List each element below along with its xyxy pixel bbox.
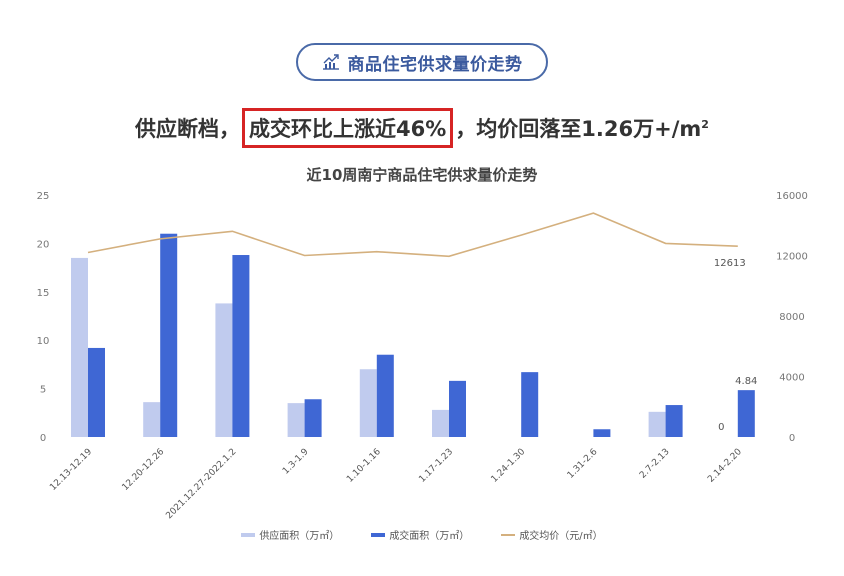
bar-deal [88, 347, 105, 437]
data-label-supply: 0 [718, 422, 724, 433]
data-label-deal: 4.84 [735, 376, 757, 387]
legend-label: 成交均价（元/㎡） [519, 531, 603, 542]
bar-deal [737, 390, 755, 437]
x-tick-label: 1.31-2.6 [566, 447, 600, 481]
bar-supply [143, 402, 161, 437]
bar-supply [359, 369, 377, 437]
headline-prefix: 供应断档， [135, 117, 241, 141]
legend-swatch-price [501, 533, 516, 536]
bar-supply [71, 257, 88, 437]
headline: 供应断档， 成交环比上涨近46% ，均价回落至1.26万+/m2 [0, 108, 844, 148]
x-tick-label: 12.20-12.26 [121, 447, 167, 493]
bar-deal [521, 372, 539, 437]
bar-supply [287, 403, 305, 437]
headline-suffix: ，均价回落至1.26万+/m [455, 117, 702, 141]
y-right-tick: 12000 [776, 252, 808, 263]
section-badge: 商品住宅供求量价走势 [296, 43, 548, 81]
y-left-tick: 0 [40, 433, 46, 444]
bar-deal [593, 429, 611, 437]
x-tick-label: 12.13-12.19 [48, 447, 94, 493]
legend-swatch-supply [241, 532, 256, 537]
y-left-tick: 25 [37, 191, 50, 202]
y-right-tick: 16000 [776, 191, 808, 202]
x-tick-label: 2.7-2.13 [638, 447, 672, 481]
bar-deal [232, 255, 250, 437]
x-tick-label: 2021.12.27-2022.1.2 [164, 447, 238, 521]
bar-deal [376, 354, 394, 437]
bar-deal [449, 380, 466, 437]
y-left-tick: 15 [37, 288, 50, 299]
y-right-tick: 0 [789, 433, 795, 444]
badge-label: 商品住宅供求量价走势 [347, 54, 523, 75]
y-right-tick: 4000 [779, 373, 804, 384]
data-label-price: 12613 [714, 258, 746, 269]
legend-item-supply: 供应面积（万㎡） [241, 527, 339, 542]
x-tick-label: 1.3-1.9 [281, 447, 311, 477]
legend-label: 成交面积（万㎡） [389, 531, 470, 542]
bar-supply [648, 411, 666, 437]
bar-deal [665, 405, 683, 437]
y-left-tick: 10 [37, 336, 50, 347]
legend-swatch-deal [371, 532, 386, 537]
chart-legend: 供应面积（万㎡） 成交面积（万㎡） 成交均价（元/㎡） [0, 527, 844, 542]
trend-chart-icon [322, 54, 339, 70]
x-tick-label: 1.24-1.30 [490, 447, 528, 485]
bar-deal [160, 233, 178, 437]
x-tick-label: 1.10-1.16 [345, 447, 383, 485]
y-right-tick: 8000 [779, 312, 804, 323]
chart-area: 0 5 10 15 20 25 0 4000 8000 12000 16000 12.13-12.19… [37, 191, 808, 521]
x-tick-label: 1.17-1.23 [417, 447, 455, 485]
bar-deal [304, 399, 322, 437]
price-line [87, 212, 738, 258]
headline-sup: 2 [701, 118, 709, 131]
bar-supply [215, 303, 233, 437]
chart-title: 近10周南宁商品住宅供求量价走势 [306, 166, 538, 184]
legend-item-deal: 成交面积（万㎡） [371, 527, 469, 542]
legend-label: 供应面积（万㎡） [259, 531, 340, 542]
y-left-tick: 5 [40, 385, 46, 396]
y-left-tick: 20 [37, 239, 50, 250]
x-tick-label: 2.14-2.20 [706, 447, 744, 485]
legend-item-price: 成交均价（元/㎡） [501, 527, 603, 542]
headline-highlight: 成交环比上涨近46% [242, 108, 454, 148]
bar-supply [432, 409, 449, 437]
